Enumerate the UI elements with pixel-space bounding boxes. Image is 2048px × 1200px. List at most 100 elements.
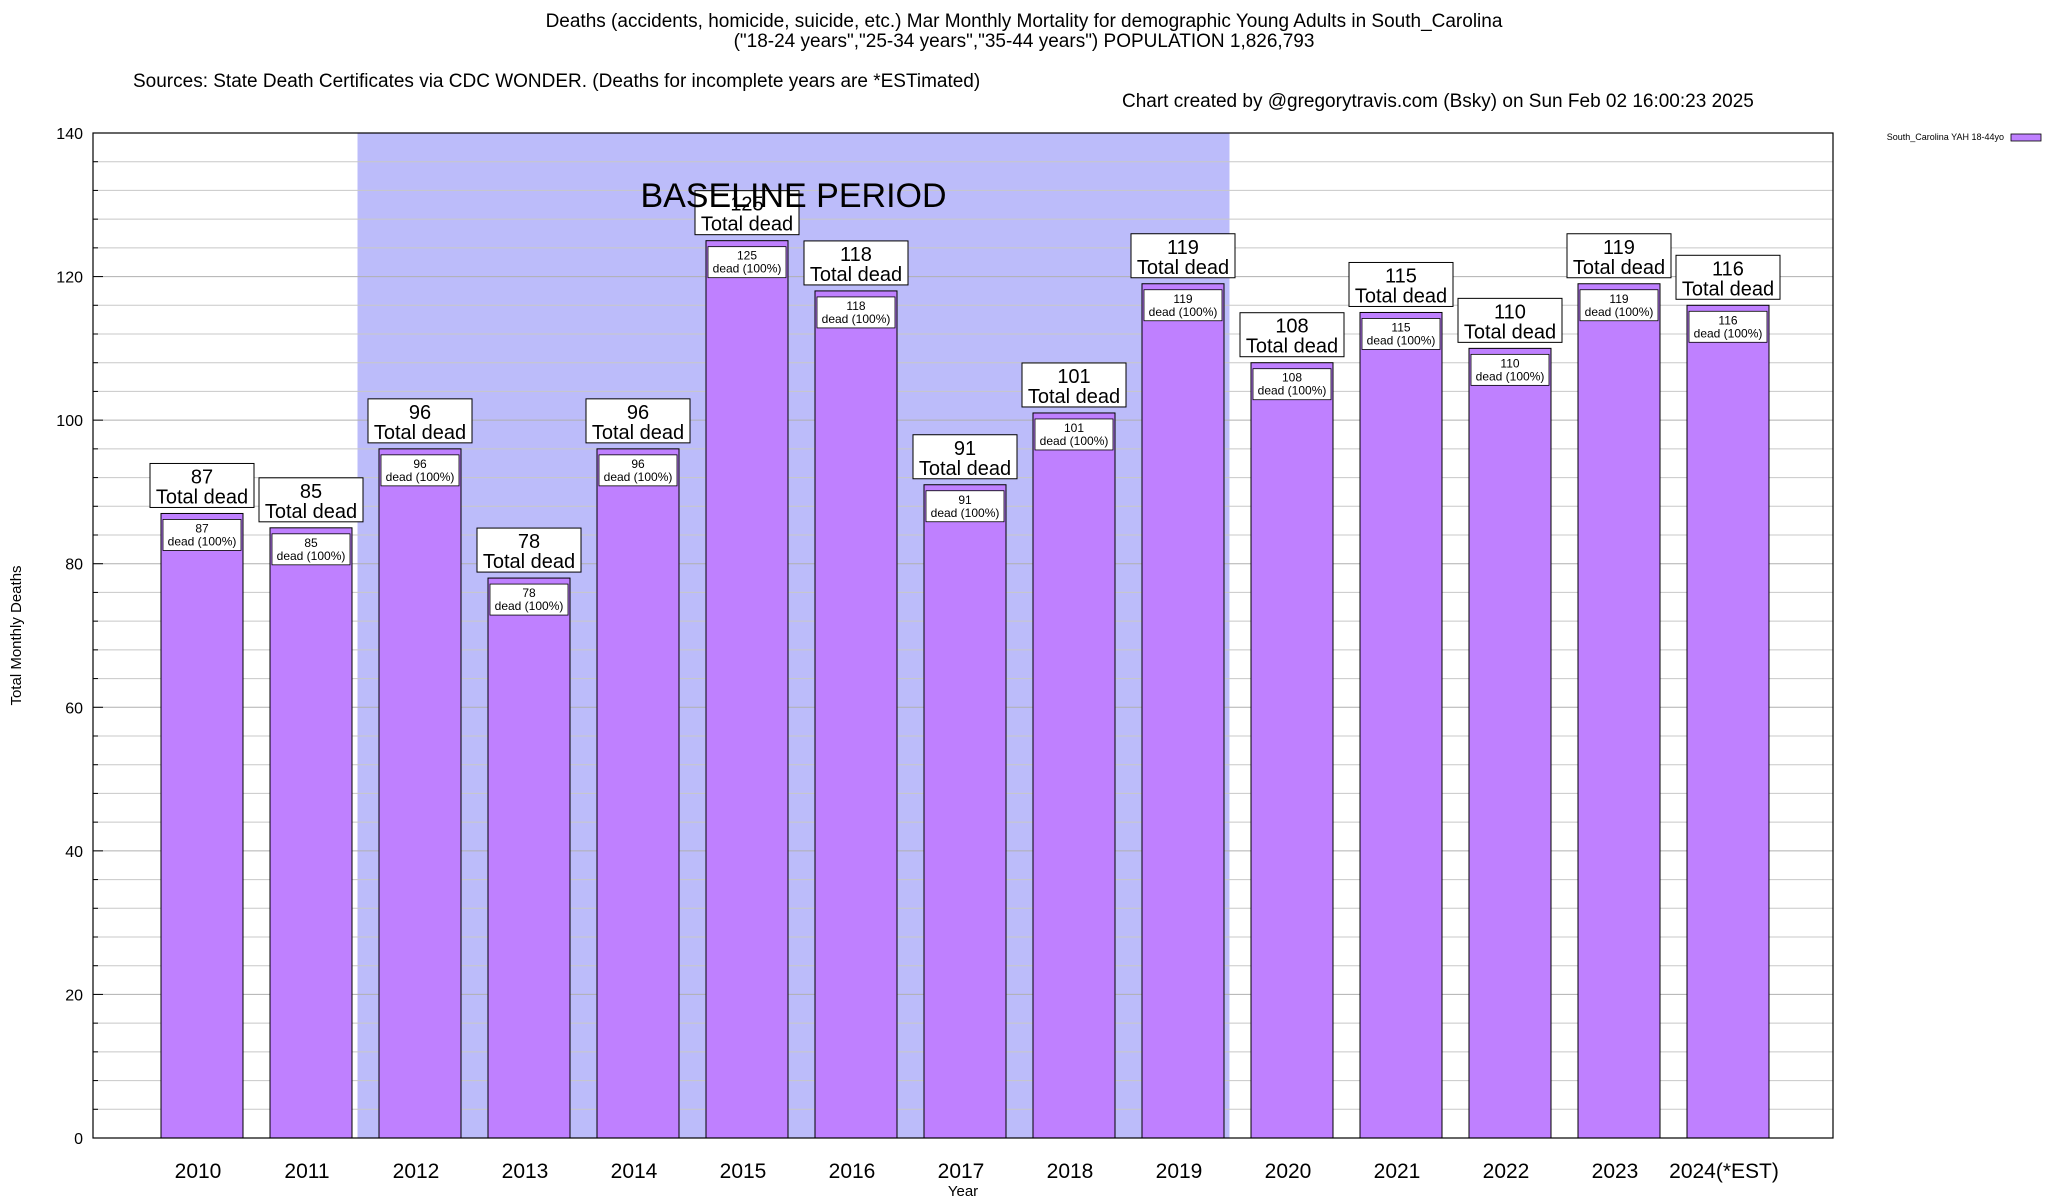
- bar-total-label-box: [367, 398, 473, 444]
- y-tick-label: 120: [56, 270, 83, 287]
- bar-share-label: dead (100%): [1476, 369, 1545, 383]
- bar-2012: [378, 448, 462, 1139]
- bar-total-value: 91: [954, 438, 976, 460]
- bar-share-value: 78: [522, 586, 536, 600]
- bar-total-value: 96: [409, 402, 431, 424]
- bar-inner-label-box: [598, 454, 678, 487]
- bar-inner-label-box: [1252, 368, 1332, 401]
- bar-share-value: 96: [631, 457, 645, 471]
- bar-share-label: dead (100%): [386, 470, 455, 484]
- chart-subtitle: ("18-24 years","25-34 years","35-44 year…: [733, 31, 1315, 52]
- bar-2023: [1577, 283, 1661, 1139]
- x-tick-label: 2020: [1265, 1160, 1312, 1183]
- bar-share-label: dead (100%): [604, 470, 673, 484]
- x-tick-label: 2024(*EST): [1669, 1160, 1779, 1183]
- bar-total-label-box: [476, 527, 582, 573]
- bar-total-value: 108: [1275, 316, 1308, 338]
- bar-2024(*EST): [1686, 304, 1770, 1139]
- x-tick-label: 2012: [393, 1160, 440, 1183]
- bar-total-value: 119: [1167, 237, 1199, 259]
- bar-total-label-box: [1348, 261, 1454, 307]
- bar-total-label: Total dead: [592, 422, 684, 444]
- bar-inner-label-box: [816, 296, 896, 329]
- bar-total-label: Total dead: [810, 264, 902, 286]
- bar-total-label: Total dead: [156, 486, 248, 508]
- bar-share-value: 119: [1609, 292, 1628, 306]
- bar-share-value: 110: [1500, 356, 1519, 370]
- bar-share-value: 96: [413, 457, 427, 471]
- bar-2010: [160, 512, 244, 1139]
- bar-inner-label-box: [1579, 289, 1659, 322]
- y-tick-label: 40: [65, 844, 83, 861]
- bar-inner-label-box: [380, 454, 460, 487]
- bar-total-label-box: [1239, 312, 1345, 358]
- bar-total-value: 96: [627, 402, 649, 424]
- bar-total-label-box: [694, 190, 800, 236]
- bar-inner-label-box: [1688, 310, 1768, 343]
- bar-share-label: dead (100%): [1149, 305, 1218, 319]
- y-axis-title: Total Monthly Deaths: [8, 565, 25, 705]
- bar-total-label: Total dead: [265, 501, 357, 523]
- bar-2020: [1250, 362, 1334, 1139]
- bar-total-value: 115: [1385, 265, 1417, 287]
- y-tick-label: 20: [65, 987, 83, 1004]
- bar-total-label-box: [258, 477, 364, 523]
- bar-share-label: dead (100%): [1040, 434, 1109, 448]
- bar-2011: [269, 527, 353, 1139]
- bar-share-value: 85: [304, 536, 318, 550]
- bar-inner-label-box: [707, 246, 787, 279]
- bar-total-label-box: [1566, 233, 1672, 279]
- bar-2018: [1032, 412, 1116, 1139]
- bar-inner-label-box: [925, 490, 1005, 523]
- bar-share-label: dead (100%): [931, 506, 1000, 520]
- bar-total-label-box: [1130, 233, 1236, 279]
- chart-sources: Sources: State Death Certificates via CD…: [133, 71, 981, 92]
- x-tick-label: 2023: [1592, 1160, 1639, 1183]
- x-tick-label: 2022: [1483, 1160, 1530, 1183]
- bar-total-label: Total dead: [1246, 336, 1338, 358]
- bar-share-value: 87: [195, 521, 209, 535]
- x-tick-label: 2021: [1374, 1160, 1421, 1183]
- bar-inner-label-box: [271, 533, 351, 566]
- bar-total-value: 87: [191, 466, 213, 488]
- bar-share-label: dead (100%): [713, 262, 782, 276]
- baseline-period-label: BASELINE PERIOD: [640, 177, 946, 215]
- x-tick-label: 2019: [1156, 1160, 1203, 1183]
- bar-inner-label-box: [162, 519, 242, 551]
- chart-title: Deaths (accidents, homicide, suicide, et…: [545, 11, 1503, 32]
- bar-share-label: dead (100%): [168, 534, 237, 548]
- bar-share-label: dead (100%): [1694, 326, 1763, 340]
- bar-total-label: Total dead: [1028, 386, 1120, 408]
- bar-2017: [923, 484, 1007, 1139]
- bar-share-label: dead (100%): [1258, 384, 1327, 398]
- x-tick-label: 2013: [502, 1160, 549, 1183]
- x-axis-title: Year: [948, 1183, 978, 1200]
- bar-2015: [705, 240, 789, 1139]
- x-tick-label: 2011: [284, 1160, 329, 1183]
- bar-inner-label-box: [1143, 289, 1223, 322]
- bar-inner-label-box: [1470, 353, 1550, 386]
- x-tick-label: 2018: [1047, 1160, 1094, 1183]
- bar-total-label: Total dead: [1355, 285, 1447, 307]
- bar-total-label-box: [585, 398, 691, 444]
- bar-share-value: 125: [737, 249, 757, 263]
- legend-swatch: [2010, 133, 2042, 142]
- bar-inner-label-box: [1034, 418, 1114, 451]
- bar-total-label-box: [149, 462, 255, 508]
- bar-total-label-box: [912, 434, 1018, 480]
- y-tick-label: 100: [56, 413, 83, 430]
- bar-inner-label-box: [1361, 318, 1441, 350]
- bar-2013: [487, 577, 571, 1139]
- bar-total-label: Total dead: [701, 214, 793, 236]
- x-tick-label: 2010: [175, 1160, 222, 1183]
- bar-2014: [596, 448, 680, 1139]
- bar-total-value: 110: [1494, 301, 1526, 323]
- bar-share-value: 116: [1718, 313, 1737, 327]
- bar-total-label: Total dead: [483, 551, 575, 573]
- x-tick-label: 2016: [829, 1160, 876, 1183]
- bar-total-value: 101: [1057, 366, 1090, 388]
- bar-share-value: 115: [1391, 320, 1410, 334]
- plot-frame: [92, 132, 1834, 1139]
- bar-share-label: dead (100%): [1585, 305, 1654, 319]
